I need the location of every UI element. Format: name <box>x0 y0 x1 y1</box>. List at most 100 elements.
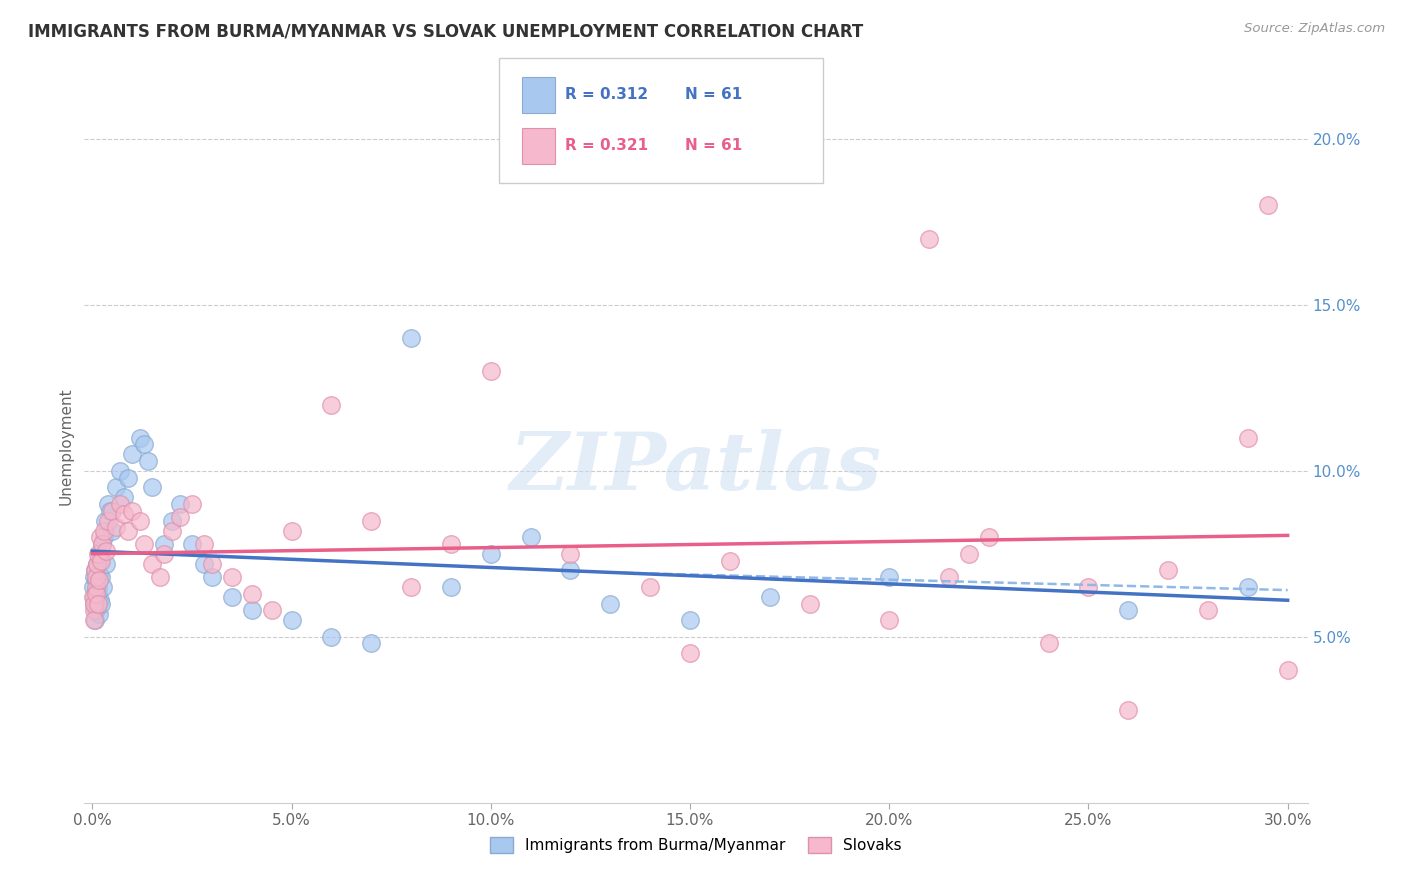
Point <box>83 570 105 584</box>
Point <box>479 364 502 378</box>
Point <box>129 514 152 528</box>
Point <box>93 524 115 538</box>
Point <box>1236 431 1258 445</box>
Point <box>240 587 263 601</box>
Point <box>877 570 900 584</box>
Point <box>193 557 215 571</box>
Point <box>89 530 111 544</box>
Point <box>160 524 183 538</box>
Text: N = 61: N = 61 <box>685 138 742 153</box>
Point <box>87 574 110 588</box>
Point <box>153 547 176 561</box>
Point <box>96 557 118 571</box>
Point <box>86 557 108 571</box>
Point <box>84 587 107 601</box>
Point <box>181 497 204 511</box>
Point <box>141 557 163 571</box>
Point <box>112 507 135 521</box>
Point <box>117 470 139 484</box>
Point <box>758 590 780 604</box>
Point <box>260 603 283 617</box>
Point <box>86 570 108 584</box>
Point <box>799 597 821 611</box>
Point <box>560 564 582 578</box>
Point <box>141 481 163 495</box>
Point <box>83 613 105 627</box>
Point <box>101 524 124 538</box>
Legend: Immigrants from Burma/Myanmar, Slovaks: Immigrants from Burma/Myanmar, Slovaks <box>484 831 908 859</box>
Point <box>560 547 582 561</box>
Point <box>110 464 132 478</box>
Point <box>91 537 114 551</box>
Point <box>91 580 114 594</box>
Point <box>1277 663 1299 677</box>
Text: ZIPatlas: ZIPatlas <box>510 429 882 506</box>
Point <box>679 613 702 627</box>
Point <box>90 553 112 567</box>
Point <box>153 537 176 551</box>
Point <box>86 599 108 614</box>
Point <box>440 580 463 594</box>
Point <box>105 481 128 495</box>
Point <box>221 590 243 604</box>
Point <box>918 231 941 245</box>
Point <box>84 583 107 598</box>
Point <box>83 590 105 604</box>
Point <box>938 570 960 584</box>
Point <box>1157 564 1180 578</box>
Point <box>360 514 382 528</box>
Point <box>94 514 117 528</box>
Point <box>83 613 105 627</box>
Point <box>1197 603 1219 617</box>
Point <box>399 580 422 594</box>
Point <box>193 537 215 551</box>
Point <box>83 597 105 611</box>
Point <box>399 331 422 345</box>
Y-axis label: Unemployment: Unemployment <box>58 387 73 505</box>
Text: N = 61: N = 61 <box>685 87 742 103</box>
Point <box>112 491 135 505</box>
Point <box>82 580 104 594</box>
Point <box>86 574 108 588</box>
Text: Source: ZipAtlas.com: Source: ZipAtlas.com <box>1244 22 1385 36</box>
Point <box>201 557 224 571</box>
Point <box>957 547 980 561</box>
Point <box>89 553 111 567</box>
Point <box>96 543 118 558</box>
Point <box>440 537 463 551</box>
Point <box>599 597 621 611</box>
Point <box>240 603 263 617</box>
Point <box>82 590 104 604</box>
Point <box>97 514 120 528</box>
Point <box>117 524 139 538</box>
Point <box>90 570 112 584</box>
Point <box>101 504 124 518</box>
Text: IMMIGRANTS FROM BURMA/MYANMAR VS SLOVAK UNEMPLOYMENT CORRELATION CHART: IMMIGRANTS FROM BURMA/MYANMAR VS SLOVAK … <box>28 22 863 40</box>
Point <box>149 570 172 584</box>
Point <box>83 597 105 611</box>
Point <box>87 566 110 581</box>
Point <box>84 564 107 578</box>
Point <box>86 557 108 571</box>
Text: R = 0.321: R = 0.321 <box>565 138 648 153</box>
Point <box>321 397 343 411</box>
Point <box>121 504 143 518</box>
Point <box>181 537 204 551</box>
Point <box>1257 198 1279 212</box>
Point <box>1077 580 1099 594</box>
Point <box>479 547 502 561</box>
Point <box>89 593 111 607</box>
Point <box>89 547 111 561</box>
Point <box>638 580 661 594</box>
Point <box>134 437 156 451</box>
Point <box>84 603 107 617</box>
Point <box>160 514 183 528</box>
Point <box>87 580 110 594</box>
Point <box>169 497 191 511</box>
Point <box>121 447 143 461</box>
Point <box>110 497 132 511</box>
Point <box>97 497 120 511</box>
Point <box>84 580 107 594</box>
Point <box>87 547 110 561</box>
Point <box>321 630 343 644</box>
